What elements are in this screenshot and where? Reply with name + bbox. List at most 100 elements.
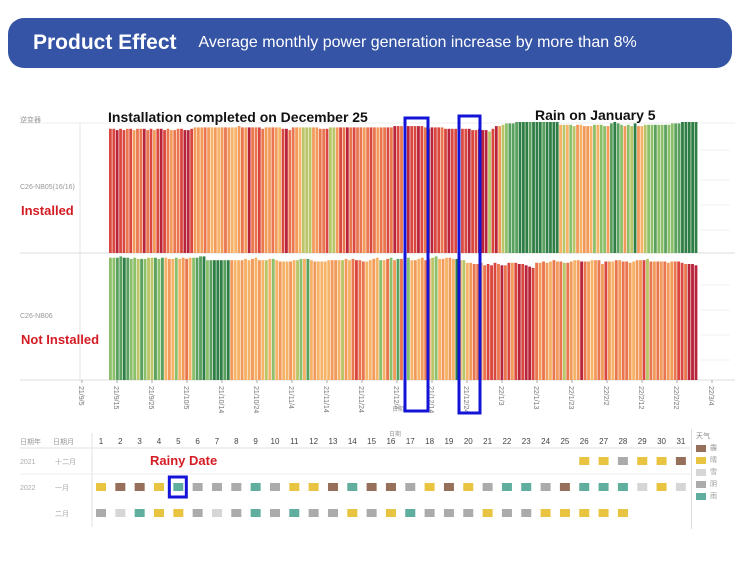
weather-cell xyxy=(327,483,338,491)
bar xyxy=(379,127,383,253)
bar xyxy=(628,262,632,380)
bar xyxy=(315,127,319,253)
bar xyxy=(178,258,182,380)
bar xyxy=(379,260,383,380)
bar xyxy=(207,127,210,253)
bar xyxy=(147,257,150,380)
weather-cell xyxy=(269,509,280,517)
weather-cell xyxy=(308,483,319,491)
bar xyxy=(646,258,649,380)
calendar-day-header: 7 xyxy=(215,437,220,446)
bar xyxy=(515,122,518,253)
calendar-year: 2021 xyxy=(20,459,36,466)
bar xyxy=(542,122,546,253)
bar xyxy=(633,123,637,254)
rain-annotation: Rain on January 5 xyxy=(535,107,656,123)
calendar-day-header: 14 xyxy=(348,437,357,446)
bar xyxy=(389,127,393,253)
bar xyxy=(680,262,684,380)
bar xyxy=(448,257,452,380)
bar xyxy=(154,257,157,380)
bar xyxy=(630,126,634,253)
bar xyxy=(625,261,629,380)
calendar-day-header: 11 xyxy=(290,437,299,446)
bar xyxy=(112,257,116,380)
bar xyxy=(143,258,147,380)
bar xyxy=(136,258,140,380)
bar xyxy=(362,127,366,253)
bar xyxy=(666,262,670,380)
bar xyxy=(635,260,639,380)
bar xyxy=(369,127,373,253)
bar xyxy=(687,264,691,380)
weather-cell xyxy=(173,509,184,517)
bar xyxy=(430,127,434,253)
weather-cell xyxy=(675,483,686,491)
bar xyxy=(156,128,160,253)
bar xyxy=(472,264,476,380)
calendar-day-header: 18 xyxy=(425,437,434,446)
bar xyxy=(420,126,424,253)
bar xyxy=(348,260,351,380)
bar xyxy=(329,127,332,253)
bar xyxy=(386,127,390,253)
calendar-day-header: 17 xyxy=(406,437,415,446)
bar xyxy=(251,127,254,253)
bar xyxy=(600,264,604,380)
bar xyxy=(251,258,254,380)
bar xyxy=(330,260,334,380)
bar xyxy=(219,260,223,380)
bar xyxy=(562,262,566,380)
weather-cell xyxy=(501,509,512,517)
bar xyxy=(180,128,183,253)
bar xyxy=(687,122,691,253)
legend-item-haze: 霾 xyxy=(696,443,732,453)
weather-cell xyxy=(192,483,203,491)
bar xyxy=(240,260,244,380)
weather-cell xyxy=(115,483,126,491)
bar xyxy=(341,260,344,380)
panel-header: 逆变器 xyxy=(20,117,41,124)
bar xyxy=(576,260,580,380)
bar xyxy=(494,126,498,253)
bar xyxy=(542,261,545,380)
bar xyxy=(500,265,504,380)
bar xyxy=(216,260,220,380)
bar xyxy=(192,257,196,380)
weather-cell xyxy=(579,457,590,465)
bar xyxy=(146,130,150,253)
bar xyxy=(115,257,119,380)
bar xyxy=(652,261,656,380)
weather-cell xyxy=(463,483,474,491)
bar xyxy=(226,260,230,380)
bar xyxy=(691,122,695,253)
weather-cell xyxy=(192,509,203,517)
weather-cell xyxy=(598,457,609,465)
bar xyxy=(484,130,488,253)
bar xyxy=(587,261,590,380)
bar xyxy=(670,261,674,380)
weather-cell xyxy=(637,457,648,465)
bar xyxy=(647,124,651,254)
bar xyxy=(559,124,562,254)
bar xyxy=(637,126,640,253)
bar xyxy=(406,257,410,380)
weather-cell xyxy=(385,509,396,517)
weather-cell xyxy=(231,509,242,517)
bar xyxy=(332,127,336,253)
bar xyxy=(337,260,341,380)
bar xyxy=(136,128,139,253)
calendar-month: 一月 xyxy=(55,484,69,492)
weather-cell xyxy=(405,509,416,517)
bar xyxy=(594,260,597,380)
bar xyxy=(438,258,442,380)
bar xyxy=(209,260,213,380)
rainy-date-highlight-box xyxy=(167,475,188,499)
bar xyxy=(342,127,346,253)
calendar-day-header: 31 xyxy=(676,437,685,446)
bar xyxy=(613,122,617,253)
bar xyxy=(358,260,362,380)
bar xyxy=(299,258,303,380)
bar xyxy=(298,127,302,253)
bar xyxy=(282,261,286,380)
